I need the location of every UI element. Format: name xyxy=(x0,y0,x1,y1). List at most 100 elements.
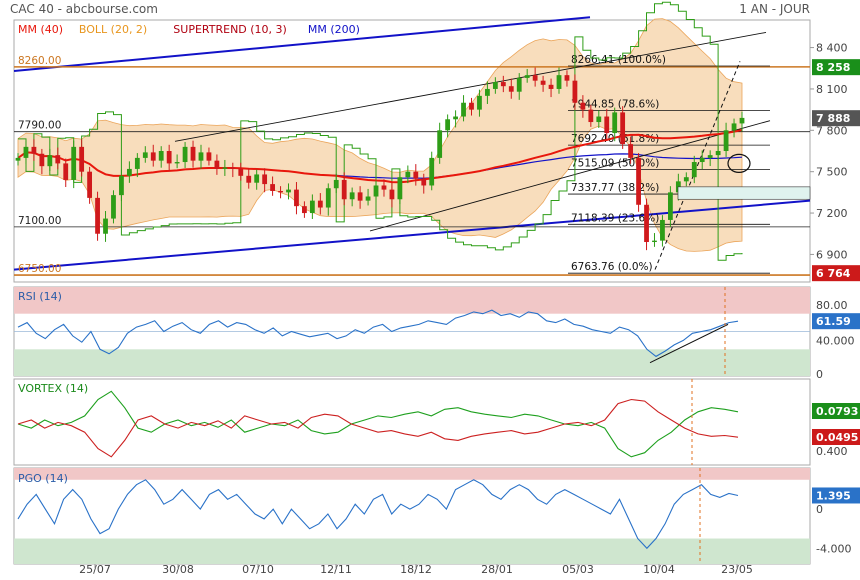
y-tick-label: 7 800 xyxy=(816,124,848,137)
candle-body xyxy=(254,174,260,183)
candle-body xyxy=(31,146,37,154)
fib-label-1: 7944.85 (78.6%) xyxy=(571,98,659,110)
candle-body xyxy=(198,152,204,161)
candle-body xyxy=(699,157,705,163)
x-tick-label: 07/10 xyxy=(242,563,274,576)
candle-body xyxy=(357,192,363,201)
price-badge-1 xyxy=(812,110,860,127)
chart-header-title: CAC 40 - abcbourse.com xyxy=(10,2,158,16)
candle-body xyxy=(636,157,641,205)
rsi-y-tick: 40.000 xyxy=(816,334,855,347)
candle-body xyxy=(429,157,435,186)
candle-body xyxy=(652,240,657,243)
candle-body xyxy=(397,177,403,200)
rsi-value-badge xyxy=(812,313,860,330)
candle-body xyxy=(23,146,29,158)
x-tick-label: 23/05 xyxy=(721,563,753,576)
candle-body xyxy=(421,178,427,186)
candle-body xyxy=(500,82,506,87)
level-label-7100: 7100.00 xyxy=(18,215,61,227)
fib-label-5: 7118.39 (23.6%) xyxy=(571,212,659,224)
candle-body xyxy=(190,146,196,161)
candle-body xyxy=(445,119,451,131)
pgo-value-badge xyxy=(812,487,860,504)
channel-line-lower xyxy=(369,120,771,232)
candle-body xyxy=(707,155,713,158)
price-badge-0 xyxy=(812,59,860,76)
y-tick-label: 7 200 xyxy=(816,207,848,220)
price-badge-label-1: 7 888 xyxy=(816,112,850,125)
rsi-overbought-zone xyxy=(14,287,810,314)
candle-body xyxy=(246,175,252,183)
candle-body xyxy=(691,162,697,178)
candle-body xyxy=(278,190,283,193)
rsi-title: RSI (14) xyxy=(18,290,62,303)
y-tick-label: 6 900 xyxy=(816,248,848,261)
candle-body xyxy=(628,144,634,158)
candle-body xyxy=(580,102,586,110)
candle-body xyxy=(644,204,649,243)
candle-body xyxy=(142,152,148,158)
candle-body xyxy=(405,171,411,178)
candle-body xyxy=(540,80,546,85)
candle-body xyxy=(134,157,140,169)
candle-body xyxy=(238,168,244,176)
vortex-y-tick: 0.400 xyxy=(816,445,848,458)
candle-body xyxy=(556,75,562,89)
candle-body xyxy=(683,177,689,182)
candle-body xyxy=(660,219,665,241)
vortex-value-minus: 0.0495 xyxy=(816,431,858,444)
candle-body xyxy=(349,192,355,200)
candle-body xyxy=(230,167,236,169)
candle-body xyxy=(667,192,673,220)
rsi-line xyxy=(17,309,739,358)
fib-label-6: 6763.76 (0.0%) xyxy=(571,261,653,273)
candle-body xyxy=(63,163,69,180)
candle-body xyxy=(548,84,554,89)
candle-body xyxy=(731,123,737,131)
level-label-8260: 8260.00 xyxy=(18,55,61,67)
candle-body xyxy=(158,151,164,161)
channel-line-upper xyxy=(174,31,767,142)
candle-body xyxy=(262,174,268,185)
y-tick-label: 8 400 xyxy=(816,42,848,55)
candle-body xyxy=(317,200,323,208)
candle-body xyxy=(437,130,443,158)
candle-body xyxy=(715,151,721,156)
candle-body xyxy=(126,168,132,176)
legend-item-3: MM (200) xyxy=(308,23,360,36)
candle-body xyxy=(325,188,331,208)
candle-body xyxy=(270,184,275,191)
candle-body xyxy=(55,155,61,164)
candle-body xyxy=(461,102,466,117)
legend-item-1: BOLL (20, 2) xyxy=(79,23,147,36)
candle-body xyxy=(286,189,291,193)
rsi-oversold-zone xyxy=(14,349,810,376)
pgo-value-label: 1.395 xyxy=(816,489,851,502)
vortex-value-plus: 0.0793 xyxy=(816,405,858,418)
candle-body xyxy=(214,160,220,169)
candle-body xyxy=(166,151,172,164)
rsi-y-tick: 80.00 xyxy=(816,299,848,312)
candle-body xyxy=(389,189,395,200)
candle-body xyxy=(182,146,188,163)
candle-body xyxy=(453,116,458,120)
candle-body xyxy=(47,155,53,167)
x-tick-label: 10/04 xyxy=(643,563,675,576)
chart-header-period: 1 AN - JOUR xyxy=(739,2,810,16)
candle-body xyxy=(222,167,228,169)
candle-body xyxy=(492,82,498,89)
candle-body xyxy=(413,171,419,179)
candle-body xyxy=(95,197,100,234)
candle-body xyxy=(524,75,530,78)
x-tick-label: 25/07 xyxy=(79,563,111,576)
blue-trendline-upper xyxy=(13,16,591,73)
candle-body xyxy=(111,195,116,219)
candle-body xyxy=(508,86,514,92)
main-panel-frame xyxy=(13,19,811,283)
highlight-ellipse xyxy=(727,153,751,174)
vortex-badge-plus xyxy=(812,403,860,419)
candle-body xyxy=(174,162,180,164)
